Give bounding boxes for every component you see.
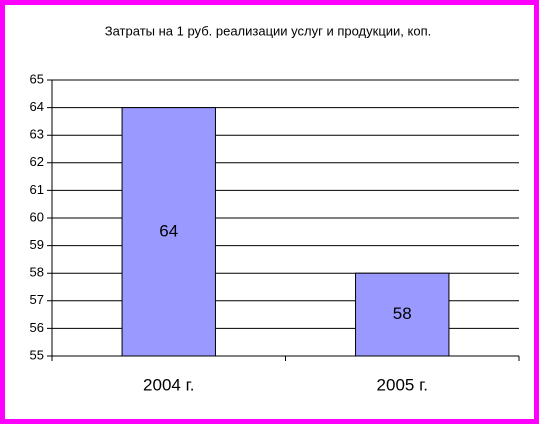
y-tick-label: 61 — [30, 182, 44, 197]
chart-title: Затраты на 1 руб. реализации услуг и про… — [105, 23, 431, 38]
y-tick-label: 56 — [30, 320, 44, 335]
bar — [121, 107, 216, 357]
y-tick-label: 59 — [30, 237, 44, 252]
y-tick-label: 64 — [30, 99, 44, 114]
data-label: 58 — [393, 304, 412, 323]
y-tick-label: 60 — [30, 209, 44, 224]
data-label: 64 — [159, 221, 178, 240]
bar — [355, 272, 450, 357]
x-tick-label: 2004 г. — [143, 375, 194, 394]
y-tick-label: 65 — [30, 71, 44, 86]
x-tick-label: 2005 г. — [377, 375, 428, 394]
y-tick-label: 55 — [30, 347, 44, 362]
y-tick-label: 62 — [30, 154, 44, 169]
y-tick-label: 63 — [30, 127, 44, 142]
y-tick-label: 57 — [30, 292, 44, 307]
y-tick-label: 58 — [30, 265, 44, 280]
